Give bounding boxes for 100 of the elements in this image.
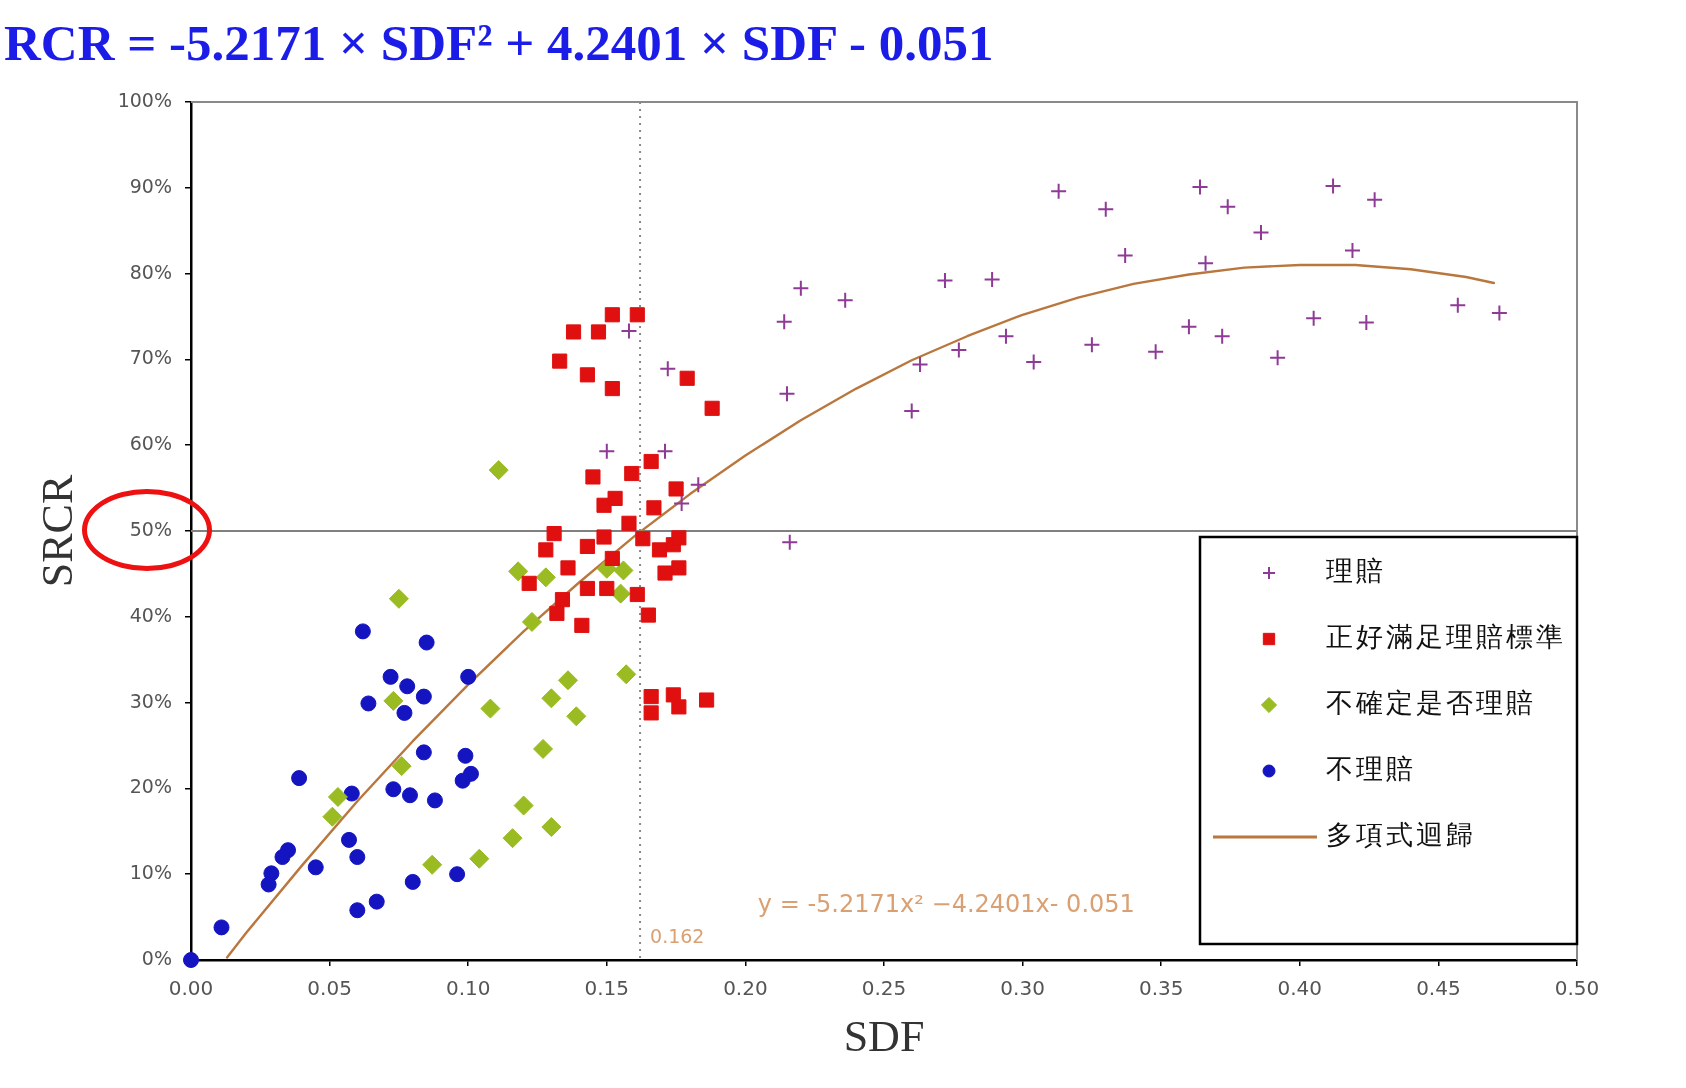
y-tick-label: 80% — [129, 260, 172, 283]
point — [415, 688, 432, 705]
point — [936, 271, 954, 289]
point — [327, 786, 348, 807]
point — [607, 490, 623, 506]
point — [699, 692, 715, 708]
point — [415, 744, 432, 761]
point — [382, 668, 399, 685]
legend-label: 不理賠 — [1326, 753, 1416, 785]
point — [368, 893, 385, 910]
point — [457, 747, 474, 764]
y-tick-label: 50% — [129, 517, 172, 540]
y-tick-label: 60% — [129, 432, 172, 455]
point — [616, 664, 637, 685]
point — [418, 634, 435, 651]
point — [671, 699, 687, 715]
point — [1147, 343, 1165, 361]
point — [1197, 254, 1215, 272]
point — [668, 481, 684, 497]
point — [1252, 223, 1270, 241]
point — [1449, 296, 1467, 314]
point — [385, 781, 402, 798]
point — [1269, 349, 1287, 367]
legend-label: 不確定是否理賠 — [1326, 687, 1536, 719]
point — [689, 476, 707, 494]
point — [775, 313, 793, 331]
point — [554, 592, 571, 608]
point — [349, 849, 366, 866]
y-tick-label: 100% — [117, 88, 172, 111]
point — [454, 772, 471, 789]
legend-label: 正好滿足理賠標準 — [1326, 621, 1566, 653]
point — [598, 442, 616, 460]
point — [792, 279, 810, 297]
point — [1050, 182, 1068, 200]
point — [604, 550, 620, 567]
x-tick-label: 0.05 — [307, 976, 352, 1001]
point — [604, 381, 620, 397]
point — [557, 670, 578, 691]
point — [552, 353, 568, 369]
x-tick-label: 0.30 — [1000, 976, 1045, 1001]
point — [657, 565, 673, 581]
point — [651, 542, 668, 558]
point — [1343, 241, 1361, 259]
y-tick-label: 40% — [129, 603, 172, 626]
annotation: y = -5.2171x² −4.2401x- 0.051 — [757, 890, 1135, 919]
point — [274, 849, 291, 866]
x-tick-label: 0.50 — [1554, 976, 1600, 1001]
point — [1213, 327, 1231, 345]
point — [538, 542, 554, 558]
x-tick-label: 0.40 — [1277, 976, 1323, 1001]
point — [579, 580, 595, 597]
point — [1357, 314, 1375, 332]
point — [574, 617, 590, 633]
point — [341, 831, 357, 848]
point — [535, 567, 556, 588]
point — [656, 442, 674, 460]
point — [349, 902, 366, 919]
point — [1324, 177, 1342, 195]
point — [533, 738, 554, 759]
x-axis-title: SDF — [843, 1012, 925, 1062]
y-tick-label: 70% — [129, 346, 172, 369]
point — [673, 495, 691, 513]
point — [903, 402, 921, 420]
point — [579, 367, 595, 383]
point — [480, 698, 501, 719]
point — [396, 704, 413, 721]
point — [502, 828, 523, 849]
point — [950, 341, 968, 359]
point — [781, 533, 799, 551]
point — [629, 586, 645, 603]
point — [383, 690, 404, 711]
point — [1083, 336, 1101, 354]
point — [460, 668, 477, 685]
point — [469, 848, 490, 869]
point — [1097, 200, 1115, 218]
point — [449, 866, 466, 883]
point — [621, 515, 637, 531]
point — [983, 271, 1001, 289]
point — [541, 817, 562, 838]
point — [629, 307, 645, 323]
y-tick-label: 30% — [129, 689, 172, 712]
point — [1025, 353, 1043, 371]
point — [560, 560, 576, 576]
point — [659, 360, 677, 378]
point — [620, 322, 638, 340]
point — [549, 605, 565, 621]
point — [671, 560, 687, 576]
point — [635, 531, 651, 547]
x-tick-label: 0.20 — [723, 976, 768, 1001]
point — [426, 792, 443, 809]
point — [643, 705, 659, 721]
point — [343, 785, 360, 802]
legend-label: 多項式迴歸 — [1326, 819, 1476, 851]
point — [399, 678, 416, 695]
point — [596, 529, 612, 545]
point — [1490, 304, 1508, 322]
y-tick-label: 10% — [129, 861, 172, 884]
point — [640, 607, 656, 623]
point — [643, 689, 659, 705]
point — [646, 500, 662, 516]
